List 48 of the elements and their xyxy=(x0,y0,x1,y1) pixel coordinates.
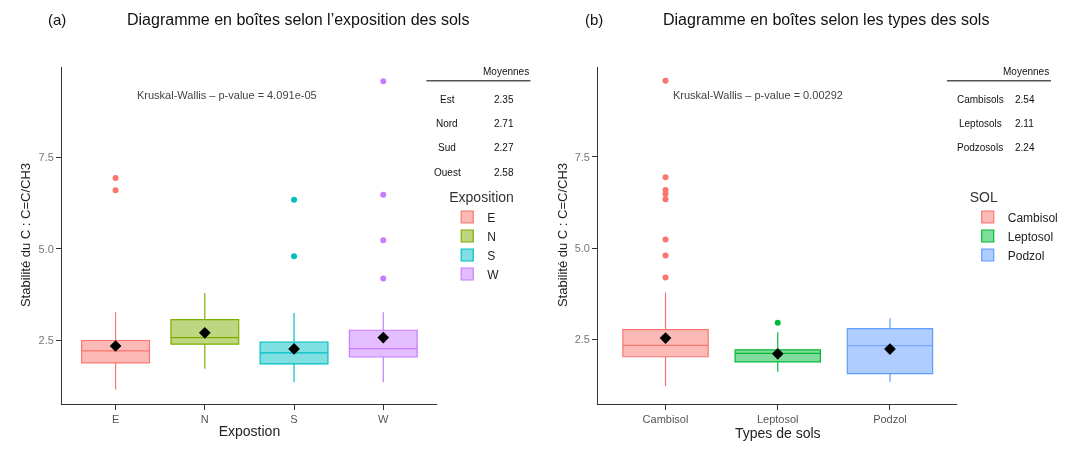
x-tick-label: W xyxy=(378,412,390,425)
text: 2.11 xyxy=(1015,118,1035,129)
text: Sud xyxy=(438,142,456,153)
x-tick-label: Cambisol xyxy=(642,412,689,425)
annotation: Nord xyxy=(436,118,458,129)
y-tick-label: 2.5 xyxy=(574,333,590,346)
legend-label: Podzol xyxy=(1007,248,1045,263)
text: 2.58 xyxy=(494,167,514,178)
x-axis-title: Types de sols xyxy=(734,424,821,441)
legend-label: Cambisol xyxy=(1007,210,1058,225)
y-tick-label: 2.5 xyxy=(38,334,54,347)
x-tick-label: E xyxy=(111,412,120,425)
annotation: Kruskal-Wallis – p-value = 0.00292 xyxy=(673,89,843,101)
annotation: Ouest xyxy=(434,167,461,178)
y-tick-label: 5.0 xyxy=(574,242,590,255)
x-axis-title: Expostion xyxy=(218,423,281,440)
text: 2.54 xyxy=(1015,94,1035,105)
legend-label: Leptosol xyxy=(1007,229,1054,244)
text: Moyennes xyxy=(483,66,530,77)
text: 2.35 xyxy=(494,94,514,105)
y-tick-label: 5.0 xyxy=(38,242,54,255)
x-tick-label: Podzol xyxy=(873,412,907,425)
legend-label: E xyxy=(487,210,496,225)
annotation: Cambisols xyxy=(957,94,1004,105)
y-tick-label: 7.5 xyxy=(38,151,54,164)
y-axis-title: Stabilité du C : C=C/CH3 xyxy=(554,162,570,308)
text: Est xyxy=(440,94,455,105)
chart-title: Diagramme en boîtes selon l’exposition des sols xyxy=(127,11,470,28)
x-tick-label: N xyxy=(200,412,209,425)
y-axis-title: Stabilité du C : C=C/CH3 xyxy=(18,162,34,308)
legend-label: W xyxy=(487,267,500,282)
text: 2.24 xyxy=(1015,142,1035,153)
text: 2.71 xyxy=(494,118,514,129)
text: 2.27 xyxy=(494,142,514,153)
legend-label: N xyxy=(487,229,496,244)
text: (a) xyxy=(48,11,67,28)
text: Leptosols xyxy=(959,118,1002,129)
chart-title: Diagramme en boîtes selon les types des sols xyxy=(663,11,990,28)
annotation: Podzosols xyxy=(957,142,1004,153)
text: Moyennes xyxy=(1003,66,1050,77)
text: (b) xyxy=(585,11,604,28)
x-tick-label: Leptosol xyxy=(756,412,799,425)
legend-title: Exposition xyxy=(449,189,514,206)
y-tick-label: 7.5 xyxy=(574,150,590,163)
x-tick-label: S xyxy=(290,412,298,425)
legend-label: S xyxy=(487,248,496,263)
legend-title: SOL xyxy=(969,189,998,206)
annotation: Kruskal-Wallis – p-value = 4.091e-05 xyxy=(137,89,317,101)
